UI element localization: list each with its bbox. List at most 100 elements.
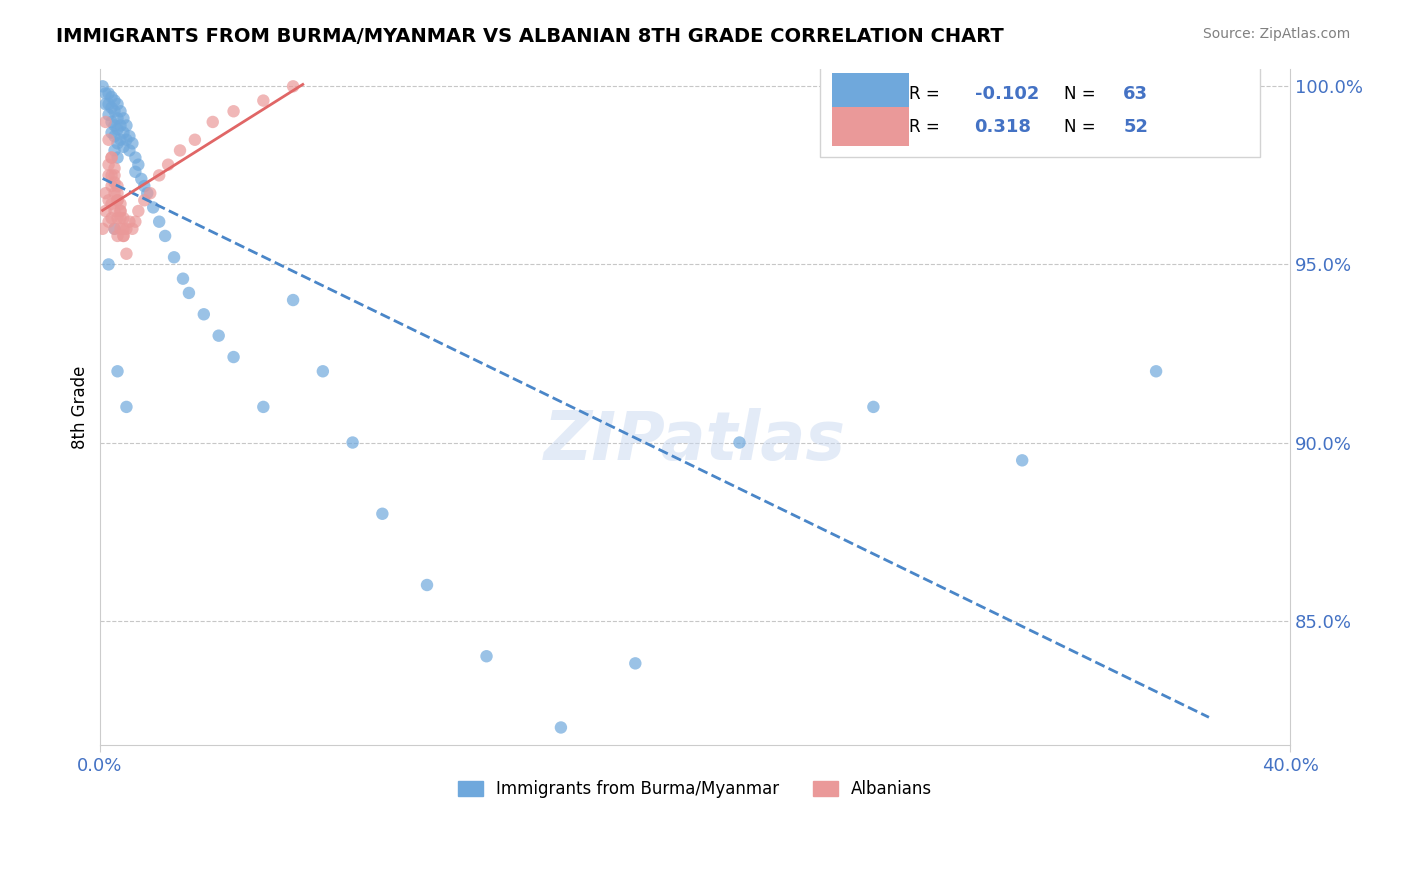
Point — [103, 186, 125, 201]
Point — [94, 97, 117, 112]
Point — [103, 169, 125, 183]
Point — [118, 144, 141, 158]
Point — [153, 228, 176, 243]
Point — [97, 215, 120, 229]
Point — [107, 112, 129, 126]
Point — [100, 179, 122, 194]
Point — [115, 400, 138, 414]
Point — [94, 87, 117, 101]
Point — [110, 119, 132, 133]
Point — [252, 94, 274, 108]
FancyBboxPatch shape — [820, 65, 1260, 156]
Point — [728, 435, 751, 450]
Point — [107, 136, 129, 151]
Point — [100, 197, 122, 211]
Point — [312, 364, 335, 378]
Point — [201, 115, 224, 129]
Point — [100, 101, 122, 115]
Point — [100, 151, 122, 165]
Point — [1144, 364, 1167, 378]
Point — [112, 112, 135, 126]
Text: -0.102: -0.102 — [974, 85, 1039, 103]
Point — [91, 222, 114, 236]
Point — [127, 158, 149, 172]
Point — [110, 133, 132, 147]
Point — [100, 115, 122, 129]
Point — [103, 119, 125, 133]
Point — [124, 151, 146, 165]
Point — [139, 186, 162, 201]
Point — [281, 293, 304, 307]
Point — [342, 435, 364, 450]
Point — [193, 307, 215, 321]
Point — [103, 222, 125, 236]
Point — [107, 194, 129, 208]
Point — [550, 721, 572, 735]
Text: IMMIGRANTS FROM BURMA/MYANMAR VS ALBANIAN 8TH GRADE CORRELATION CHART: IMMIGRANTS FROM BURMA/MYANMAR VS ALBANIA… — [56, 27, 1004, 45]
Point — [172, 271, 194, 285]
Point — [118, 215, 141, 229]
Point — [103, 104, 125, 119]
Point — [100, 211, 122, 226]
Point — [110, 204, 132, 219]
Point — [184, 133, 207, 147]
Y-axis label: 8th Grade: 8th Grade — [72, 365, 89, 449]
Point — [142, 201, 165, 215]
Point — [103, 161, 125, 176]
Point — [134, 194, 156, 208]
Text: R =: R = — [910, 119, 945, 136]
Point — [121, 136, 143, 151]
Point — [157, 158, 180, 172]
Point — [131, 172, 153, 186]
Point — [134, 179, 156, 194]
FancyBboxPatch shape — [832, 107, 910, 146]
Point — [107, 122, 129, 136]
Point — [103, 222, 125, 236]
Point — [124, 165, 146, 179]
Point — [97, 97, 120, 112]
Point — [94, 115, 117, 129]
Point — [177, 285, 200, 300]
Point — [110, 197, 132, 211]
Point — [148, 169, 170, 183]
Text: R =: R = — [910, 85, 945, 103]
Point — [127, 204, 149, 219]
Point — [136, 186, 159, 201]
Point — [115, 119, 138, 133]
Point — [862, 400, 884, 414]
Point — [91, 79, 114, 94]
Point — [107, 151, 129, 165]
Point — [208, 328, 231, 343]
FancyBboxPatch shape — [832, 73, 910, 112]
Point — [163, 250, 186, 264]
Point — [107, 228, 129, 243]
Point — [107, 186, 129, 201]
Point — [97, 133, 120, 147]
Point — [107, 179, 129, 194]
Text: N =: N = — [1064, 119, 1101, 136]
Point — [115, 222, 138, 236]
Point — [107, 194, 129, 208]
Point — [97, 257, 120, 271]
Point — [169, 144, 191, 158]
Point — [100, 169, 122, 183]
Point — [112, 222, 135, 236]
Point — [112, 126, 135, 140]
Point — [110, 211, 132, 226]
Point — [110, 104, 132, 119]
Point — [97, 194, 120, 208]
Text: N =: N = — [1064, 85, 1101, 103]
Point — [115, 246, 138, 260]
Point — [112, 211, 135, 226]
Point — [112, 228, 135, 243]
Point — [97, 108, 120, 122]
Point — [110, 222, 132, 236]
Point — [112, 228, 135, 243]
Point — [371, 507, 394, 521]
Point — [103, 144, 125, 158]
Text: Source: ZipAtlas.com: Source: ZipAtlas.com — [1202, 27, 1350, 41]
Point — [1011, 453, 1033, 467]
Point — [148, 215, 170, 229]
Point — [112, 140, 135, 154]
Point — [103, 94, 125, 108]
